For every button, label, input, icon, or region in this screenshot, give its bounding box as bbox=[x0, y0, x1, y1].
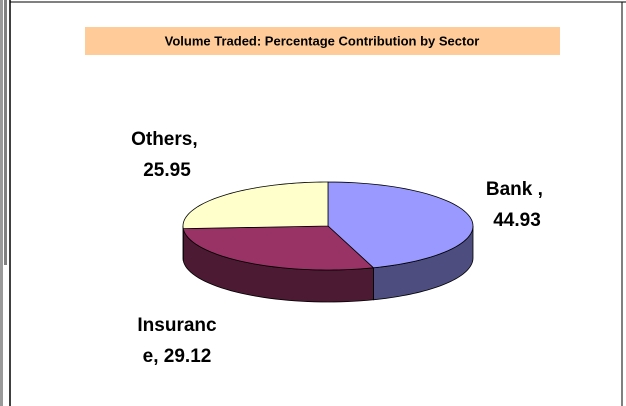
label-line: e, 29.12 bbox=[143, 346, 212, 367]
data-label: Bank , 44.93 bbox=[486, 179, 548, 231]
label-line: 25.95 bbox=[143, 160, 191, 181]
slice bbox=[182, 181, 329, 230]
slice bbox=[182, 225, 375, 271]
frame-edge bbox=[0, 0, 3, 406]
data-label: Others, 25.95 bbox=[131, 129, 203, 181]
data-label: Insuranc e, 29.12 bbox=[137, 315, 217, 367]
label-line: Others, bbox=[131, 129, 203, 150]
chart-title: Volume Traded: Percentage Contribution b… bbox=[165, 33, 480, 48]
slice bbox=[327, 181, 474, 269]
label-line: Insuranc bbox=[137, 315, 217, 336]
label-line: 44.93 bbox=[493, 210, 541, 231]
frame-edge bbox=[4, 0, 7, 265]
title-box bbox=[85, 27, 560, 55]
label-line: Bank , bbox=[486, 179, 548, 200]
